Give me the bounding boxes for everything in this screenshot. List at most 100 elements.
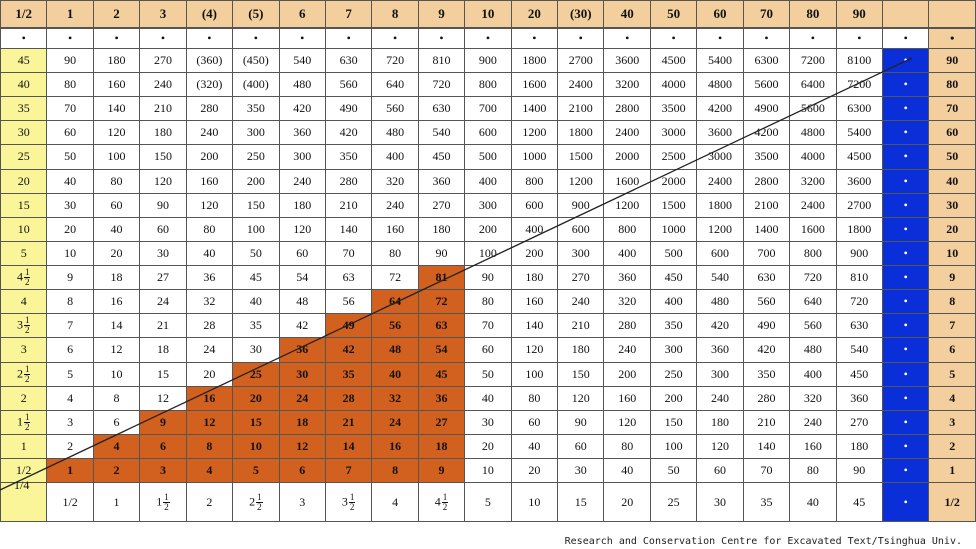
table-row: 1 2 4 6 8 10 12 14 16 18 20 40 60 80 100 120 140 160 180 • 2	[0, 433, 976, 460]
product-cell: 16	[371, 433, 419, 460]
header-cell: 7	[324, 0, 373, 28]
product-cell: 15	[232, 409, 280, 435]
bottom-cell: 1/2	[928, 482, 976, 522]
header-cell: 40	[603, 0, 651, 28]
product-cell: 2	[92, 458, 141, 484]
product-cell: 140	[92, 96, 141, 122]
product-cell: 8	[92, 385, 141, 411]
dot-cell: •	[278, 28, 326, 49]
product-cell: 80	[46, 72, 94, 98]
product-cell: 12	[139, 385, 187, 411]
product-cell: 4200	[696, 96, 744, 122]
header-cell: 3	[139, 0, 187, 28]
product-cell: 420	[324, 120, 373, 146]
product-cell: 40	[46, 168, 94, 194]
product-cell: 80	[603, 433, 651, 460]
product-cell: 2800	[603, 96, 651, 122]
product-cell: 280	[603, 313, 651, 339]
product-cell: 12	[278, 433, 326, 460]
dot-cell: •	[882, 265, 930, 291]
product-cell: 3500	[649, 96, 698, 122]
product-cell: 500	[464, 144, 512, 170]
product-cell: 120	[510, 337, 559, 363]
product-cell: 270	[417, 192, 466, 218]
product-cell: 480	[371, 120, 419, 146]
product-cell: 180	[278, 192, 326, 218]
product-cell: 24	[371, 409, 419, 435]
product-cell: 6	[278, 458, 326, 484]
product-cell: 1200	[510, 120, 559, 146]
bottom-cell: 30	[696, 482, 744, 522]
product-cell: 90	[557, 409, 605, 435]
corner-label: 1/4	[14, 478, 30, 492]
product-cell: 4800	[696, 72, 744, 98]
product-cell: 150	[649, 409, 698, 435]
dot-cell: •	[185, 28, 234, 49]
dot-cell: •	[0, 28, 48, 49]
product-cell: 56	[371, 313, 419, 339]
product-cell: 50	[464, 361, 512, 387]
product-cell: 300	[278, 144, 326, 170]
product-cell: 100	[464, 240, 512, 267]
header-cell	[882, 0, 930, 28]
dot-cell: •	[882, 433, 930, 460]
product-cell: 200	[185, 144, 234, 170]
product-cell: 20	[232, 385, 280, 411]
product-cell: 300	[696, 361, 744, 387]
row-label-right: 5	[928, 361, 976, 387]
product-cell: 4500	[649, 47, 698, 74]
dot-cell: •	[464, 28, 512, 49]
bottom-cell: 45	[835, 482, 884, 522]
product-cell: 14	[324, 433, 373, 460]
product-cell: 40	[232, 289, 280, 315]
dot-cell: •	[557, 28, 605, 49]
product-cell: 200	[510, 240, 559, 267]
product-cell: 800	[789, 240, 837, 267]
bottom-row: 1/2 1 1 1 2 2 2 1 2 3 3 1 2 4 4 1 2 5 10 15 20 25 30 35 40 45 • 1/2	[0, 482, 976, 522]
dot-cell: •	[882, 409, 930, 435]
product-cell: 80	[371, 240, 419, 267]
product-cell: 12	[92, 337, 141, 363]
product-cell: 90	[46, 47, 94, 74]
table-row: 30 60 120 180 240 300 360 420 480 540 600 1200 1800 2…	[0, 120, 976, 146]
product-cell: 20	[464, 433, 512, 460]
product-cell: 360	[835, 385, 884, 411]
dot-cell: •	[92, 28, 141, 49]
product-cell: 320	[603, 289, 651, 315]
header-cell: (4)	[185, 0, 234, 28]
product-cell: 24	[278, 385, 326, 411]
bottom-cell: 40	[789, 482, 837, 522]
product-cell: 100	[232, 216, 280, 242]
product-cell: 10	[92, 361, 141, 387]
product-cell: 50	[649, 458, 698, 484]
product-cell: 1400	[742, 216, 791, 242]
product-cell: 160	[185, 168, 234, 194]
product-cell: 480	[278, 72, 326, 98]
product-cell: 1000	[510, 144, 559, 170]
product-cell: 3500	[742, 144, 791, 170]
product-cell: 10	[464, 458, 512, 484]
product-cell: 480	[696, 289, 744, 315]
product-cell: 18	[278, 409, 326, 435]
column-header-row: 1/2 1 2 3 (4) (5) 6 7 8 9 10 20 (30) 40 50 60 70 80 90	[0, 0, 976, 28]
product-cell: 9	[139, 409, 187, 435]
product-cell: 240	[789, 409, 837, 435]
product-cell: 90	[835, 458, 884, 484]
product-cell: 4800	[789, 120, 837, 146]
product-cell: 270	[835, 409, 884, 435]
header-cell: 8	[371, 0, 419, 28]
product-cell: 70	[324, 240, 373, 267]
row-label-left: 5	[0, 240, 48, 267]
product-cell: 180	[417, 216, 466, 242]
product-cell: 28	[185, 313, 234, 339]
credit-footer: Research and Conservation Centre for Exc…	[564, 536, 962, 547]
header-cell	[928, 0, 976, 28]
row-label-right: 80	[928, 72, 976, 98]
table-row: 10 20 40 60 80 100 120 140 160 180 200 400 600 800 100…	[0, 216, 976, 242]
dot-cell: •	[882, 361, 930, 387]
header-cell: 6	[278, 0, 326, 28]
product-cell: 1800	[696, 192, 744, 218]
row-label-right: 70	[928, 96, 976, 122]
product-cell: 18	[92, 265, 141, 291]
